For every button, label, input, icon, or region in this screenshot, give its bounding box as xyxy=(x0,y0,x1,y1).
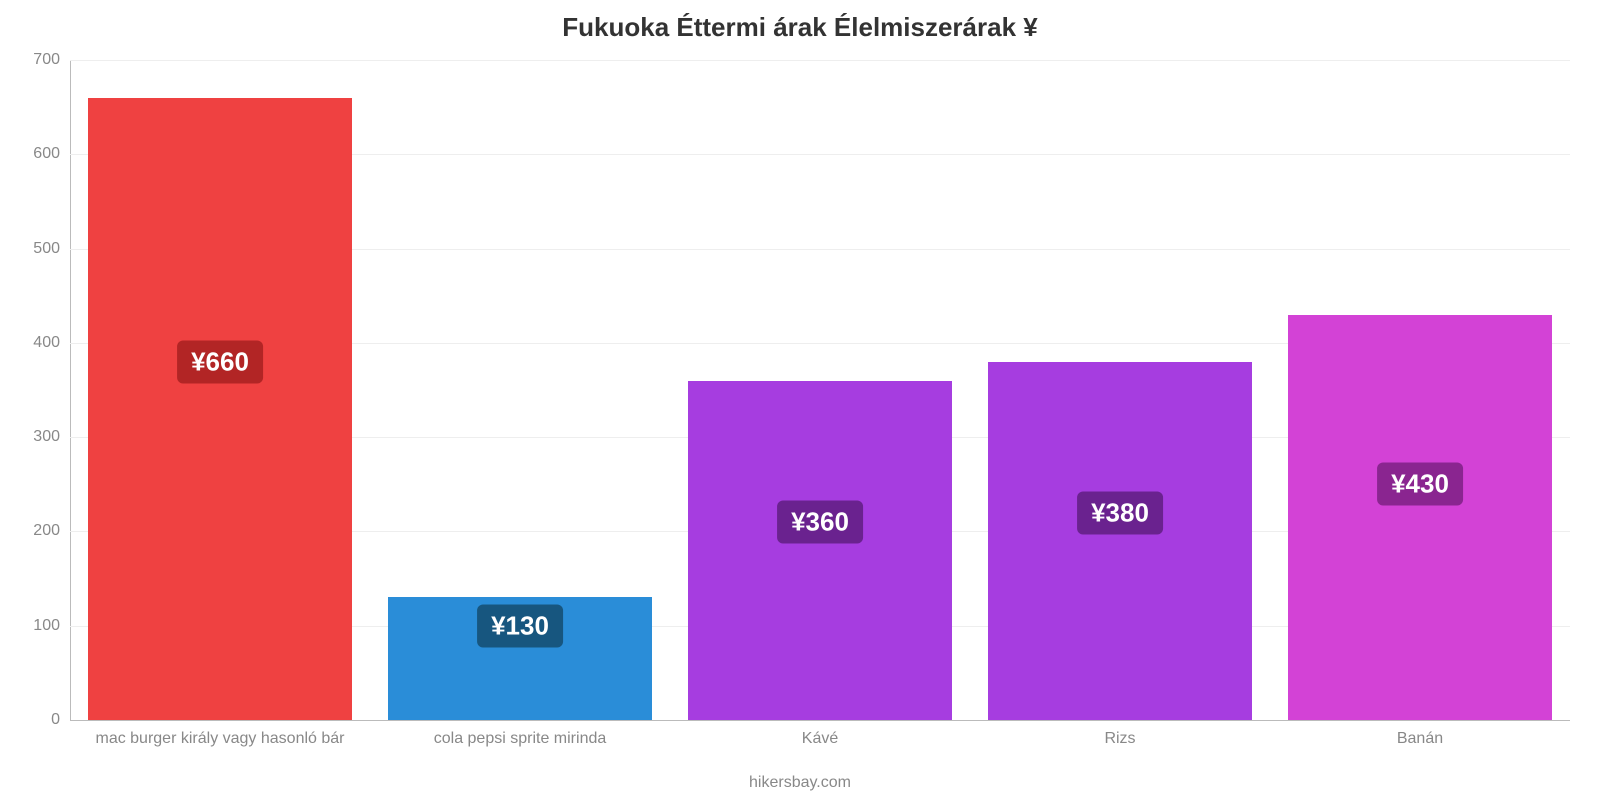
y-tick-label: 700 xyxy=(33,51,70,69)
bar-rect xyxy=(88,98,352,720)
bar-value-badge: ¥380 xyxy=(1077,491,1163,534)
attribution-text: hikersbay.com xyxy=(0,774,1600,792)
bars-row: ¥660mac burger király vagy hasonló bár¥1… xyxy=(70,60,1570,720)
price-bar-chart: Fukuoka Éttermi árak Élelmiszerárak ¥ 01… xyxy=(0,0,1600,800)
y-tick-label: 0 xyxy=(51,711,70,729)
x-category-label: cola pepsi sprite mirinda xyxy=(370,720,670,748)
x-category-label: Banán xyxy=(1270,720,1570,748)
bar-slot: ¥360Kávé xyxy=(670,60,970,720)
y-tick-label: 500 xyxy=(33,240,70,258)
bar-slot: ¥380Rizs xyxy=(970,60,1270,720)
x-category-label: Kávé xyxy=(670,720,970,748)
bar-rect xyxy=(1288,315,1552,720)
plot-area: 0100200300400500600700 ¥660mac burger ki… xyxy=(70,60,1570,720)
bar-value-badge: ¥660 xyxy=(177,340,263,383)
chart-title: Fukuoka Éttermi árak Élelmiszerárak ¥ xyxy=(0,0,1600,43)
x-category-label: mac burger király vagy hasonló bár xyxy=(70,720,370,748)
y-tick-label: 300 xyxy=(33,428,70,446)
bar-value-badge: ¥430 xyxy=(1377,463,1463,506)
bar-rect xyxy=(688,381,952,720)
y-tick-label: 200 xyxy=(33,522,70,540)
y-tick-label: 400 xyxy=(33,334,70,352)
bar-slot: ¥660mac burger király vagy hasonló bár xyxy=(70,60,370,720)
y-tick-label: 600 xyxy=(33,145,70,163)
y-tick-label: 100 xyxy=(33,617,70,635)
x-category-label: Rizs xyxy=(970,720,1270,748)
bar-slot: ¥430Banán xyxy=(1270,60,1570,720)
bar-value-badge: ¥130 xyxy=(477,604,563,647)
bar-rect xyxy=(988,362,1252,720)
bar-value-badge: ¥360 xyxy=(777,501,863,544)
bar-slot: ¥130cola pepsi sprite mirinda xyxy=(370,60,670,720)
